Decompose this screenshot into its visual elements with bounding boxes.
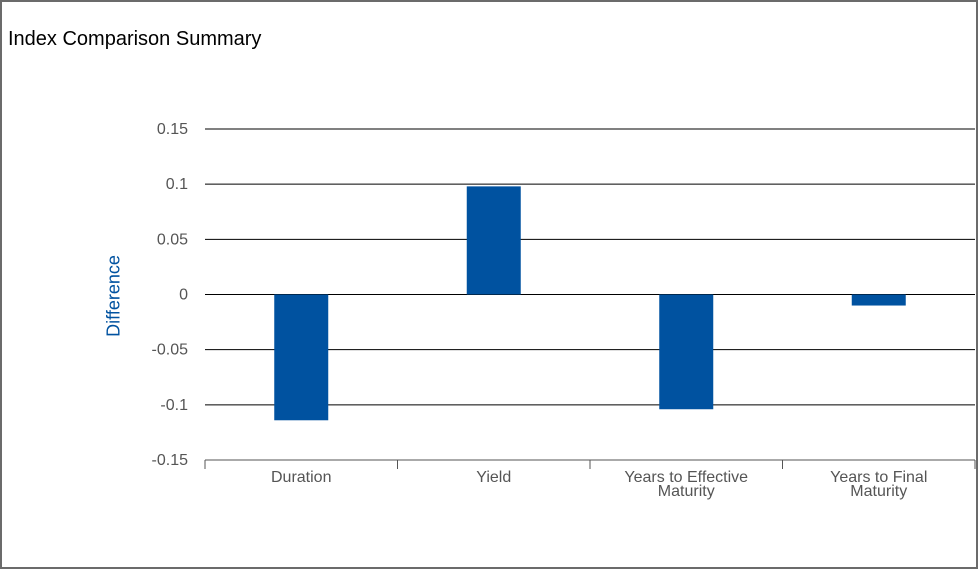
bar (851, 294, 906, 306)
y-tick-label: 0.05 (157, 231, 188, 248)
y-tick-label: 0.1 (166, 176, 188, 193)
x-tick-label: Maturity (658, 483, 715, 500)
bar (466, 186, 521, 295)
y-tick-label: -0.1 (160, 397, 188, 414)
y-tick-label: 0 (179, 287, 188, 304)
y-tick-label: 0.15 (157, 121, 188, 138)
y-tick-label: -0.05 (152, 342, 189, 359)
x-tick-label: Yield (476, 469, 511, 486)
y-tick-label: -0.15 (152, 452, 189, 469)
chart-title: Index Comparison Summary (8, 28, 262, 50)
x-tick-label: Duration (271, 469, 331, 486)
x-tick-label: Years to Effective (624, 469, 748, 486)
x-tick-label: Maturity (850, 483, 907, 500)
bar (659, 294, 714, 410)
bar (274, 294, 329, 421)
x-tick-label: Years to Final (830, 469, 927, 486)
